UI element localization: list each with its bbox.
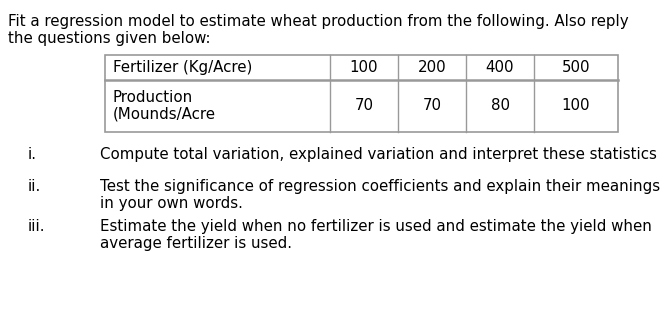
Text: the questions given below:: the questions given below: xyxy=(8,31,211,46)
Text: Test the significance of regression coefficients and explain their meanings
in y: Test the significance of regression coef… xyxy=(100,179,660,211)
Text: Compute total variation, explained variation and interpret these statistics: Compute total variation, explained varia… xyxy=(100,147,657,162)
Text: 100: 100 xyxy=(350,60,378,75)
Text: 100: 100 xyxy=(562,98,590,113)
Text: i.: i. xyxy=(28,147,37,162)
Bar xyxy=(105,55,618,132)
Text: 80: 80 xyxy=(491,98,509,113)
Text: Fit a regression model to estimate wheat production from the following. Also rep: Fit a regression model to estimate wheat… xyxy=(8,14,629,29)
Text: Estimate the yield when no fertilizer is used and estimate the yield when
averag: Estimate the yield when no fertilizer is… xyxy=(100,219,652,251)
Text: ii.: ii. xyxy=(28,179,41,194)
Text: 200: 200 xyxy=(417,60,446,75)
Text: (Mounds/Acre: (Mounds/Acre xyxy=(113,107,216,122)
Text: 500: 500 xyxy=(562,60,590,75)
Text: 70: 70 xyxy=(423,98,442,113)
Text: 70: 70 xyxy=(354,98,374,113)
Text: iii.: iii. xyxy=(28,219,46,234)
Text: 400: 400 xyxy=(486,60,514,75)
Text: Production: Production xyxy=(113,91,193,106)
Text: Fertilizer (Kg/Acre): Fertilizer (Kg/Acre) xyxy=(113,60,252,75)
